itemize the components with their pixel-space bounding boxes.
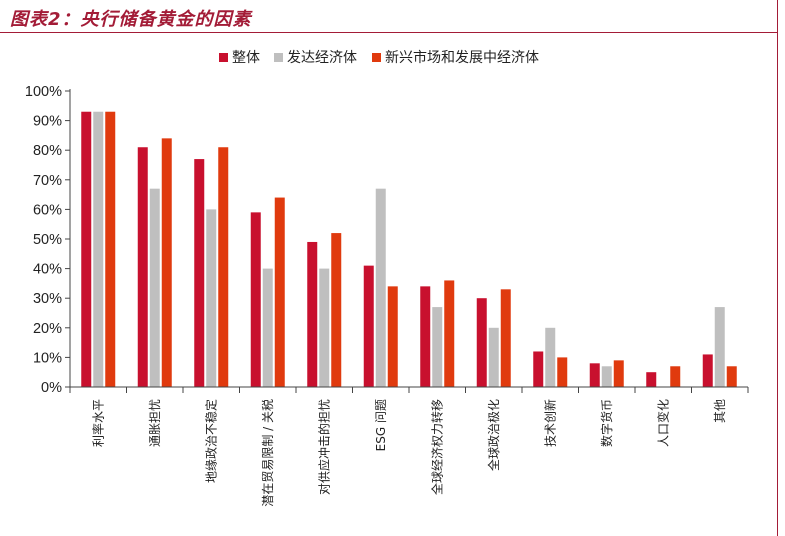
legend-label-1: 发达经济体 bbox=[287, 50, 357, 66]
y-tick-label-7: 70% bbox=[33, 173, 62, 189]
bar-2-2 bbox=[218, 147, 229, 387]
x-tick-label-10: 人口变化 bbox=[655, 399, 670, 447]
bar-8-1 bbox=[545, 327, 556, 387]
bar-6-1 bbox=[432, 307, 443, 387]
bar-0-1 bbox=[93, 111, 104, 387]
y-tick-label-4: 40% bbox=[33, 262, 62, 278]
figure-header: 图表2：央行储备黄金的因素 bbox=[0, 0, 785, 36]
bar-10-0 bbox=[646, 372, 657, 387]
y-tick-label-6: 60% bbox=[33, 202, 62, 218]
bar-9-1 bbox=[601, 366, 612, 387]
bar-7-2 bbox=[500, 289, 511, 387]
bar-8-0 bbox=[533, 351, 544, 387]
x-tick-label-1: 通胀担忧 bbox=[148, 399, 162, 447]
x-tick-label-2: 地缘政治不稳定 bbox=[203, 399, 218, 483]
bar-5-2 bbox=[387, 286, 398, 387]
bar-5-1 bbox=[375, 188, 386, 387]
figure-title: 图表2：央行储备黄金的因素 bbox=[10, 9, 252, 30]
x-tick-label-0: 利率水平 bbox=[90, 399, 105, 447]
legend-swatch-0 bbox=[219, 53, 228, 62]
bar-4-0 bbox=[307, 241, 318, 387]
bar-6-2 bbox=[444, 280, 455, 387]
bar-6-0 bbox=[420, 286, 431, 387]
legend-label-0: 整体 bbox=[232, 50, 260, 66]
bar-4-2 bbox=[331, 233, 342, 387]
bar-2-1 bbox=[206, 209, 217, 387]
bar-9-0 bbox=[589, 363, 600, 387]
y-tick-label-2: 20% bbox=[33, 321, 62, 337]
bar-3-2 bbox=[274, 197, 285, 387]
bar-3-0 bbox=[250, 212, 261, 387]
bar-0-0 bbox=[81, 111, 92, 387]
title-rule bbox=[0, 32, 778, 33]
x-tick-label-5: ESG 问题 bbox=[374, 399, 388, 451]
bar-11-0 bbox=[702, 354, 713, 387]
y-tick-label-5: 50% bbox=[33, 232, 62, 248]
x-tick-label-11: 其他 bbox=[713, 399, 727, 423]
bar-chart: 整体 发达经济体 新兴市场和发展中经济体 0% 10% 20% 30% 40% 50% 60% 70… bbox=[25, 49, 749, 507]
bar-0-2 bbox=[105, 111, 116, 387]
y-tick-label-9: 90% bbox=[33, 114, 62, 130]
legend-swatch-2 bbox=[372, 53, 381, 62]
bar-11-2 bbox=[726, 366, 737, 387]
bar-7-0 bbox=[476, 298, 487, 387]
bar-1-1 bbox=[149, 188, 160, 387]
legend-label-2: 新兴市场和发展中经济体 bbox=[385, 49, 539, 66]
x-tick-label-7: 全球政治极化 bbox=[486, 399, 501, 471]
bar-8-2 bbox=[557, 357, 568, 387]
x-tick-label-9: 数字货币 bbox=[599, 399, 614, 447]
y-tick-label-0: 0% bbox=[41, 380, 62, 396]
right-border bbox=[777, 0, 778, 536]
x-tick-label-6: 全球经济权力转移 bbox=[429, 399, 444, 495]
bar-2-0 bbox=[194, 159, 205, 387]
bar-3-1 bbox=[262, 268, 273, 387]
bar-4-1 bbox=[319, 268, 330, 387]
x-tick-label-3: 潜在贸易限制 / 关税 bbox=[261, 399, 275, 507]
y-tick-label-8: 80% bbox=[33, 143, 62, 159]
y-tick-label-3: 30% bbox=[33, 291, 62, 307]
y-tick-label-1: 10% bbox=[33, 350, 62, 366]
bar-11-1 bbox=[714, 307, 725, 387]
x-tick-label-4: 对供应冲击的担忧 bbox=[316, 399, 331, 495]
bar-1-2 bbox=[161, 138, 172, 387]
bar-7-1 bbox=[488, 327, 499, 387]
bar-1-0 bbox=[137, 147, 148, 387]
y-tick-label-10: 100% bbox=[25, 84, 62, 100]
bar-10-2 bbox=[670, 366, 681, 387]
bar-5-0 bbox=[363, 265, 374, 387]
bar-9-2 bbox=[613, 360, 624, 387]
x-tick-label-8: 技术创新 bbox=[542, 399, 557, 447]
legend-swatch-1 bbox=[274, 53, 283, 62]
